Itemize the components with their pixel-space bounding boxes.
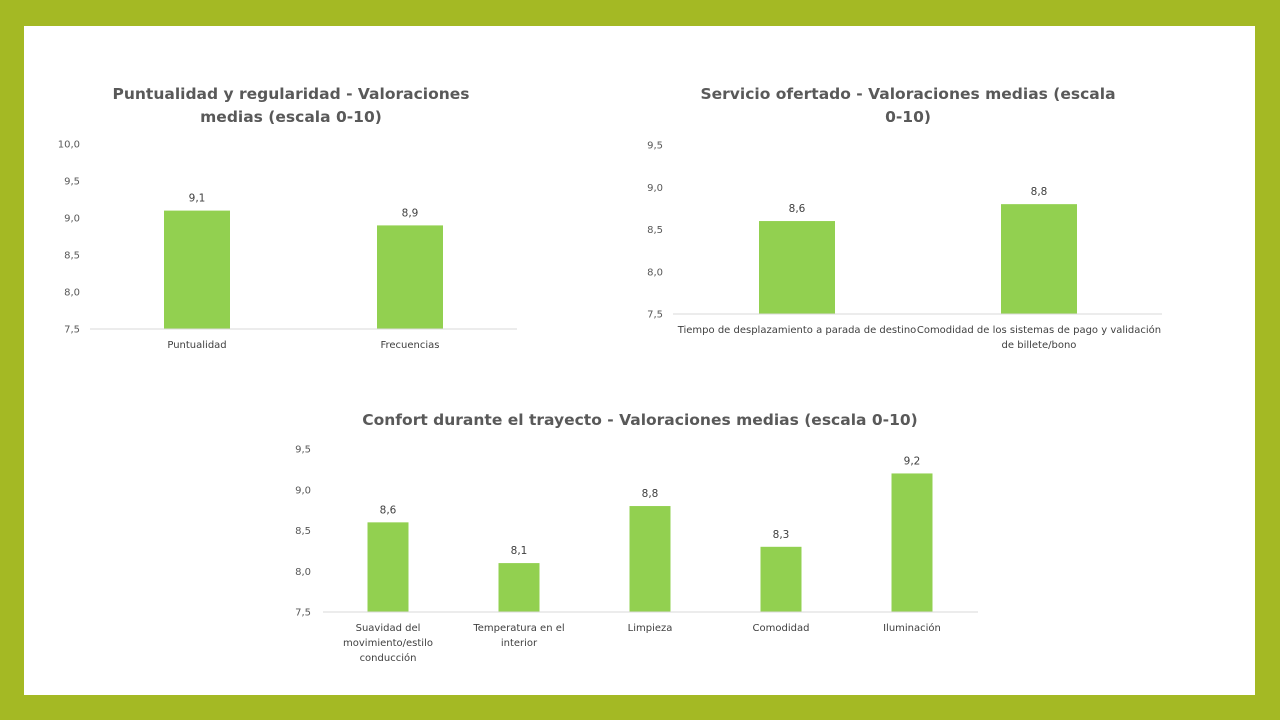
chart-3-bar xyxy=(498,563,540,612)
chart-2-ytick-label: 7,5 xyxy=(647,310,663,321)
chart-1-ytick-label: 7,5 xyxy=(64,325,80,336)
chart-1-ytick-label: 9,5 xyxy=(64,177,80,188)
chart-2-data-label: 8,6 xyxy=(789,203,806,215)
chart-3-data-label: 9,2 xyxy=(904,455,921,467)
chart-3-category-label: Iluminación xyxy=(883,622,941,634)
chart-3-ytick-label: 9,0 xyxy=(295,485,311,496)
chart-1-bar xyxy=(377,225,443,329)
chart-3-data-label: 8,3 xyxy=(773,529,790,541)
chart-1-ytick-label: 9,0 xyxy=(64,214,80,225)
chart-3-ytick-label: 7,5 xyxy=(295,608,311,619)
chart-3-ytick-label: 9,5 xyxy=(295,445,311,456)
chart-3-category-label: Suavidad del movimiento/estilo conducción xyxy=(343,623,433,664)
chart-2-ytick-label: 8,5 xyxy=(647,225,663,236)
chart-1-data-label: 9,1 xyxy=(189,193,206,205)
chart-2-category-label: Tiempo de desplazamiento a parada de des… xyxy=(677,325,917,336)
chart-2-ytick-label: 9,5 xyxy=(647,141,663,152)
chart-2-bar xyxy=(1001,204,1077,314)
chart-3-title: Confort durante el trayecto - Valoracion… xyxy=(362,411,918,429)
chart-1-bar xyxy=(164,210,230,329)
chart-3-bar xyxy=(760,546,802,612)
chart-1-category-label: Puntualidad xyxy=(167,340,226,351)
chart-3-category-label: Comodidad xyxy=(753,623,810,634)
chart-3-ytick-label: 8,5 xyxy=(295,526,311,537)
chart-2-bar xyxy=(759,221,835,314)
chart-3-bar xyxy=(891,473,933,612)
chart-3-data-label: 8,8 xyxy=(642,488,659,500)
chart-2-ytick-label: 8,0 xyxy=(647,267,663,278)
chart-2-title: Servicio ofertado - Valoraciones medias … xyxy=(700,85,1116,126)
chart-2-ytick-label: 9,0 xyxy=(647,183,663,194)
chart-3-category-label: Temperatura en el interior xyxy=(472,623,564,649)
chart-2-data-label: 8,8 xyxy=(1031,186,1048,198)
chart-3-data-label: 8,1 xyxy=(511,545,528,557)
chart-2-category-label: Comodidad de los sistemas de pago y vali… xyxy=(917,324,1161,351)
chart-1-title: Puntualidad y regularidad - Valoraciones… xyxy=(112,85,470,126)
chart-1-data-label: 8,9 xyxy=(402,207,419,219)
chart-3-bar xyxy=(629,506,671,612)
chart-3-bar xyxy=(367,522,409,612)
chart-1-ytick-label: 10,0 xyxy=(58,140,80,151)
chart-1-category-label: Frecuencias xyxy=(380,340,439,351)
chart-3-data-label: 8,6 xyxy=(380,504,397,516)
chart-3-ytick-label: 8,0 xyxy=(295,567,311,578)
chart-3-category-label: Limpieza xyxy=(628,623,673,634)
chart-1-ytick-label: 8,5 xyxy=(64,251,80,262)
chart-1-ytick-label: 8,0 xyxy=(64,288,80,299)
